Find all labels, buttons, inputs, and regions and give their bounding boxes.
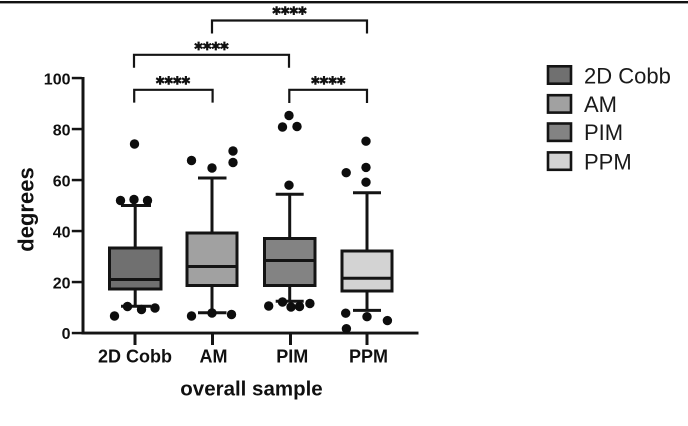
svg-text:overall sample: overall sample: [180, 378, 322, 401]
svg-text:0: 0: [62, 326, 71, 343]
svg-text:100: 100: [44, 72, 71, 89]
svg-text:PIM: PIM: [276, 347, 308, 367]
svg-text:AM: AM: [200, 347, 228, 367]
svg-text:40: 40: [53, 225, 71, 242]
svg-text:2D Cobb: 2D Cobb: [98, 347, 172, 367]
svg-text:80: 80: [53, 123, 71, 140]
svg-text:PPM: PPM: [584, 149, 632, 174]
svg-text:PIM: PIM: [584, 120, 623, 145]
svg-text:degrees: degrees: [14, 167, 39, 251]
svg-text:20: 20: [53, 276, 71, 293]
svg-text:AM: AM: [584, 92, 617, 117]
svg-text:60: 60: [53, 174, 71, 191]
svg-text:PPM: PPM: [349, 347, 388, 367]
svg-text:2D Cobb: 2D Cobb: [584, 63, 671, 88]
